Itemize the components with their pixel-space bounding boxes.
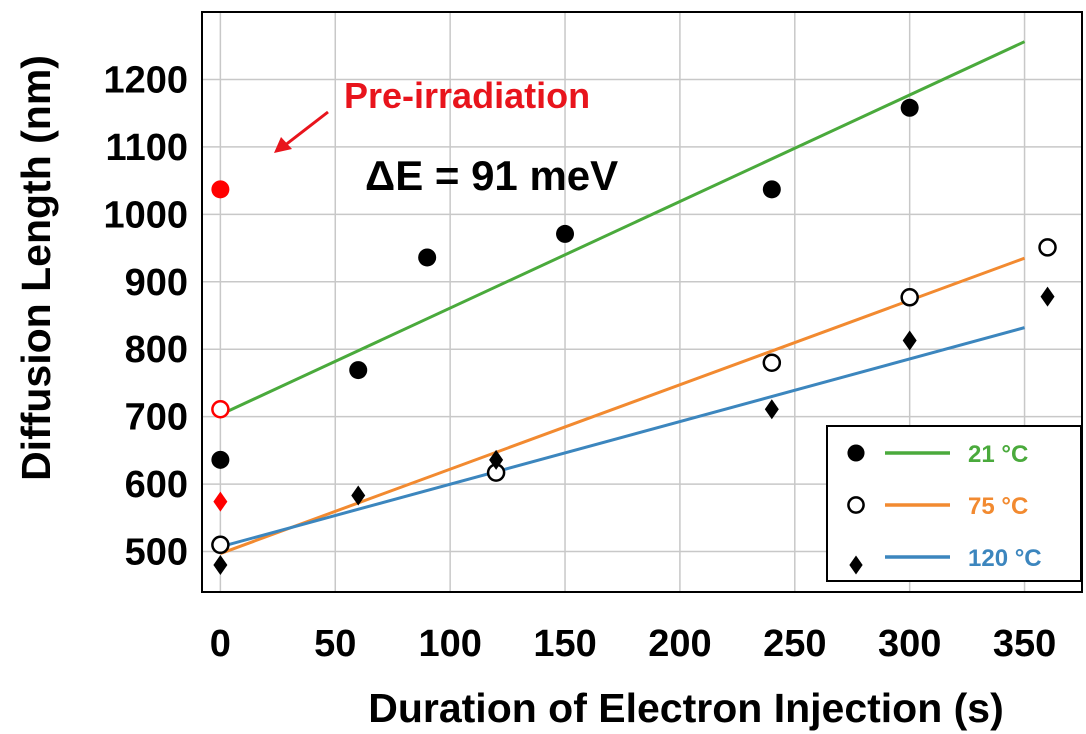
y-tick-label: 800 bbox=[125, 329, 188, 371]
marker-open-circle bbox=[847, 496, 865, 514]
marker-filled-circle bbox=[418, 248, 437, 267]
marker-diamond bbox=[764, 399, 779, 420]
marker-diamond bbox=[1040, 286, 1055, 307]
legend-label: 120 °C bbox=[968, 545, 1042, 572]
y-tick-label: 1100 bbox=[106, 127, 188, 169]
pre-irradiation-arrow-head bbox=[274, 137, 292, 153]
x-tick-label: 50 bbox=[314, 623, 356, 665]
marker-filled-circle bbox=[211, 180, 230, 199]
y-tick-label: 700 bbox=[125, 397, 188, 439]
marker-diamond bbox=[489, 449, 504, 470]
legend-label: 75 °C bbox=[968, 493, 1028, 520]
plot-frame bbox=[201, 11, 1083, 593]
marker-diamond bbox=[351, 485, 366, 506]
x-axis-label: Duration of Electron Injection (s) bbox=[368, 685, 1004, 731]
fit-lines bbox=[219, 40, 1026, 555]
fit-line bbox=[219, 40, 1026, 416]
x-tick-labels: 0 50 100 150 200 250 300 350 bbox=[210, 623, 1056, 665]
data-points bbox=[211, 98, 1057, 576]
y-tick-label: 900 bbox=[125, 262, 188, 304]
marker-diamond bbox=[213, 491, 228, 512]
y-tick-label: 600 bbox=[125, 464, 188, 506]
grid bbox=[202, 12, 1082, 592]
marker-filled-circle bbox=[556, 224, 575, 243]
marker-open-circle bbox=[762, 353, 782, 372]
fit-line bbox=[219, 256, 1026, 555]
marker-filled-circle bbox=[349, 361, 368, 380]
y-tick-labels: 500 600 700 800 900 1000 1100 1200 bbox=[103, 59, 188, 573]
x-tick-label: 200 bbox=[648, 623, 711, 665]
x-tick-label: 100 bbox=[418, 623, 481, 665]
pre-irradiation-arrow bbox=[283, 110, 329, 148]
marker-open-circle bbox=[900, 288, 919, 307]
marker-diamond bbox=[902, 330, 917, 351]
x-tick-label: 0 bbox=[210, 623, 231, 665]
y-tick-label: 1200 bbox=[103, 59, 188, 101]
x-tick-label: 150 bbox=[533, 623, 596, 665]
marker-diamond bbox=[213, 555, 228, 576]
marker-filled-circle bbox=[900, 98, 919, 117]
legend-box bbox=[826, 425, 1082, 582]
delta-e-label: ΔE = 91 meV bbox=[365, 152, 618, 199]
pre-irradiation-label: Pre-irradiation bbox=[344, 75, 590, 116]
marker-open-circle bbox=[1038, 238, 1057, 257]
y-tick-label: 1000 bbox=[103, 194, 188, 236]
marker-filled-circle bbox=[762, 180, 781, 199]
marker-filled-circle bbox=[211, 450, 230, 469]
x-tick-label: 350 bbox=[993, 623, 1056, 665]
x-tick-label: 250 bbox=[763, 623, 826, 665]
marker-open-circle bbox=[211, 399, 230, 419]
legend-label: 21 °C bbox=[968, 441, 1028, 468]
x-tick-label: 300 bbox=[878, 623, 941, 665]
marker-open-circle bbox=[211, 535, 230, 555]
pre-irradiation-annotation: Pre-irradiation bbox=[274, 75, 590, 153]
y-axis-label: Diffusion Length (nm) bbox=[13, 55, 59, 481]
marker-diamond bbox=[849, 555, 863, 575]
legend: 21 °C 75 °C 120 °C bbox=[826, 425, 1082, 582]
y-tick-label: 500 bbox=[125, 532, 188, 574]
fit-line bbox=[219, 326, 1025, 549]
marker-filled-circle bbox=[847, 444, 865, 462]
